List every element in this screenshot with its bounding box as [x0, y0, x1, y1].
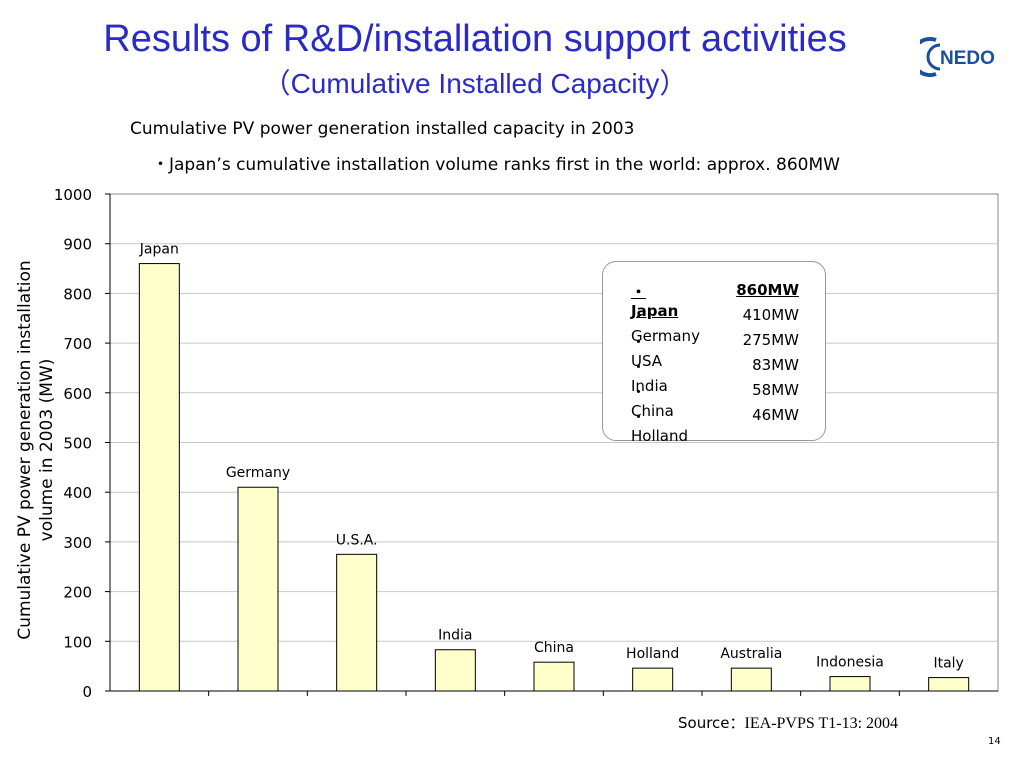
bar-label: Holland — [626, 646, 679, 662]
summary-country: ・India — [631, 358, 668, 395]
bar-label: China — [534, 640, 574, 656]
bar-label: Germany — [226, 465, 290, 481]
summary-box: ・Japan 860MW ・Germany 410MW ・USA 275MW ・India 8… — [602, 261, 826, 445]
y-tick-label: 1000 — [54, 186, 92, 204]
y-tick-label: 600 — [63, 385, 92, 403]
source-text: IEA-PVPS T1-13: 2004 — [744, 715, 899, 732]
chart-bullet: ・Japan’s cumulative installation volume … — [152, 155, 840, 175]
y-tick-label: 700 — [63, 335, 92, 353]
bar-india — [434, 649, 476, 692]
summary-country: ・Germany — [631, 308, 700, 345]
slide-title: Results of R&D/installation support acti… — [103, 18, 847, 60]
summary-country: ・Holland — [631, 408, 689, 445]
bar-japan — [138, 263, 180, 692]
slide-subtitle: （Cumulative Installed Capacity） — [262, 68, 688, 99]
y-tick-label: 800 — [63, 285, 92, 303]
bar-label: India — [438, 628, 472, 644]
bar-label: Italy — [933, 656, 963, 672]
y-tick-label: 200 — [63, 584, 92, 602]
source-label: Source： — [678, 714, 745, 732]
bar-usa — [336, 553, 378, 692]
summary-value: 58MW — [752, 381, 799, 399]
bar-label: U.S.A. — [336, 532, 378, 548]
y-tick-label: 300 — [63, 534, 92, 552]
bar-label: Japan — [139, 242, 179, 258]
y-tick-label: 0 — [82, 683, 92, 700]
y-tick-label: 400 — [63, 484, 92, 502]
bar-chart: 0 100 200 300 400 500 600 700 800 900 1000 Japan Ger… — [54, 186, 999, 700]
summary-value: 860MW — [736, 281, 799, 299]
bar-germany — [237, 486, 279, 692]
chart-heading: Cumulative PV power generation installed… — [130, 119, 635, 139]
nedo-logo: NEDO — [910, 34, 1010, 78]
bar-label: Australia — [720, 646, 782, 662]
summary-value: 410MW — [742, 306, 799, 324]
summary-country: ・Japan — [631, 283, 679, 320]
y-tick-label: 500 — [63, 435, 92, 453]
summary-country: ・China — [631, 383, 674, 420]
bar-italy — [928, 677, 970, 692]
page-number: 14 — [988, 736, 1001, 747]
nedo-logo-icon: NEDO — [910, 37, 995, 77]
summary-value: 275MW — [742, 331, 799, 349]
summary-value: 83MW — [752, 356, 799, 374]
bar-china — [533, 661, 575, 692]
summary-value: 46MW — [752, 406, 799, 424]
bar-holland — [632, 667, 674, 692]
summary-country: ・USA — [631, 333, 663, 370]
bar-label: Indonesia — [816, 655, 884, 671]
bar-indonesia — [829, 676, 871, 692]
y-tick-label: 100 — [63, 633, 92, 651]
logo-text: NEDO — [940, 48, 995, 69]
bar-australia — [730, 667, 772, 692]
source-note: Source：IEA-PVPS T1-13: 2004 — [678, 712, 898, 733]
y-tick-label: 900 — [63, 236, 92, 254]
